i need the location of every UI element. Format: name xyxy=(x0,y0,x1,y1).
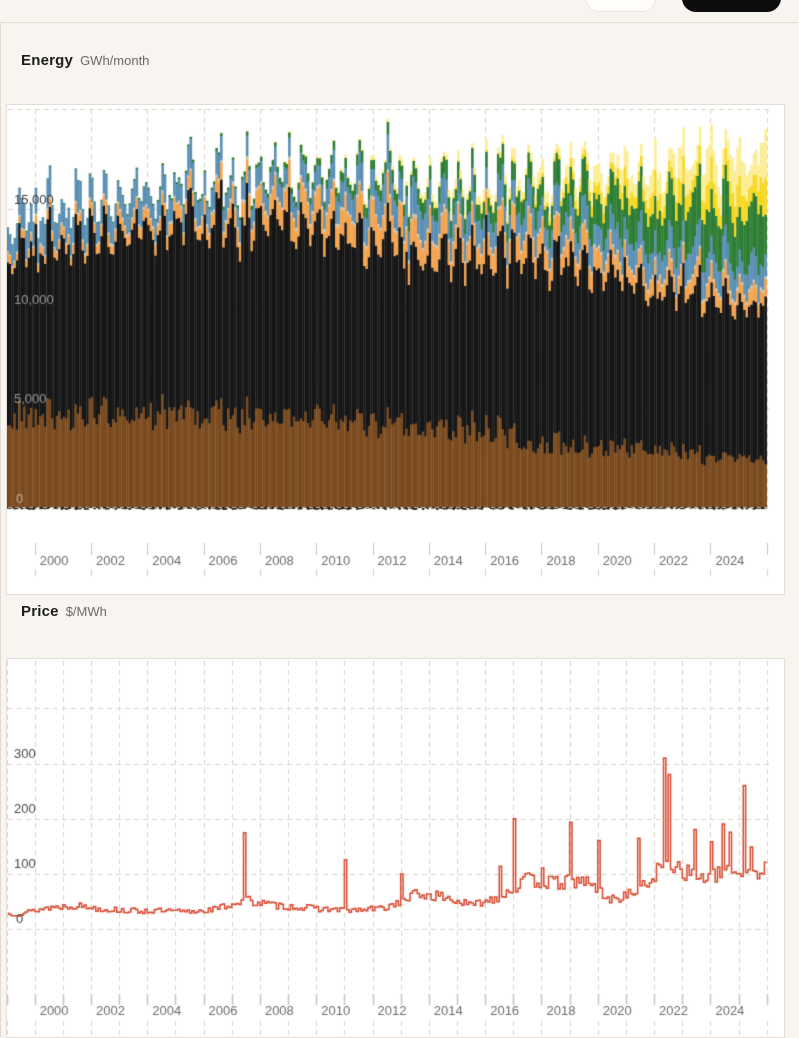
energy-section-title: Energy xyxy=(21,52,74,69)
energy-chart[interactable] xyxy=(7,105,782,592)
energy-section-unit: GWh/month xyxy=(80,53,150,68)
energy-section-heading: Energy GWh/month xyxy=(21,52,149,69)
energy-chart-card xyxy=(6,104,785,595)
topbar-primary-button[interactable] xyxy=(682,0,781,12)
price-chart-card xyxy=(6,658,785,1038)
price-section-unit: $/MWh xyxy=(65,604,107,619)
price-chart[interactable] xyxy=(7,659,782,1035)
charts-container: Energy GWh/month Price $/MWh xyxy=(0,22,798,1038)
price-section-title: Price xyxy=(21,603,59,620)
price-section-heading: Price $/MWh xyxy=(21,603,107,620)
topbar-secondary-button[interactable] xyxy=(585,0,656,12)
